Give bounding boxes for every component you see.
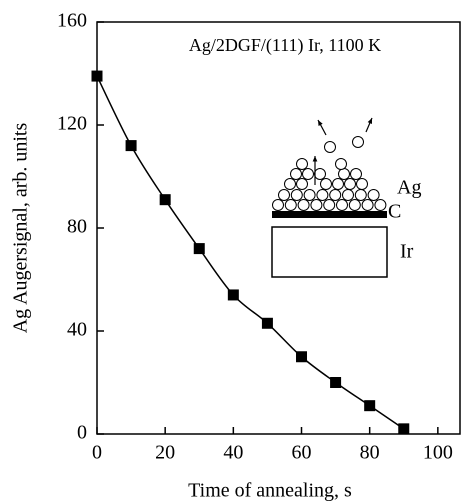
y-tick-label: 40: [67, 319, 87, 341]
atom: [348, 199, 361, 211]
x-tick-label: 40: [223, 442, 243, 464]
atom: [296, 178, 308, 190]
atom: [367, 189, 380, 201]
data-point: [296, 351, 308, 363]
atom: [374, 199, 387, 211]
atom: [303, 189, 316, 201]
atom: [344, 178, 356, 190]
inset-label: Ir: [400, 241, 414, 263]
data-point: [159, 194, 171, 206]
atom: [352, 136, 364, 148]
x-tick-label: 20: [155, 442, 175, 464]
y-tick-label: 120: [57, 113, 87, 135]
data-point: [91, 70, 103, 82]
x-axis-label: Time of annealing, s: [188, 480, 352, 502]
atom: [290, 189, 303, 201]
atom: [278, 189, 290, 201]
atom: [329, 189, 342, 201]
atom: [356, 178, 368, 190]
atom: [324, 141, 336, 153]
atom: [342, 189, 354, 201]
atom: [323, 199, 336, 211]
x-tick-label: 0: [92, 442, 102, 464]
fit-line: [96, 75, 405, 430]
atom: [290, 168, 302, 180]
substrate: [271, 226, 388, 278]
atom: [296, 158, 308, 170]
atom: [297, 199, 310, 211]
inset-label: C: [388, 201, 401, 223]
atom: [272, 199, 284, 211]
y-tick-label: 0: [77, 422, 87, 444]
data-point: [193, 243, 205, 255]
carbon-layer: [272, 211, 387, 218]
data-point: [125, 140, 137, 152]
y-tick-label: 80: [67, 216, 87, 238]
y-axis-label: Ag Augersignal, arb. units: [10, 123, 32, 334]
atom: [335, 158, 347, 170]
arrow-head: [312, 156, 318, 162]
y-tick-label: 160: [57, 10, 87, 32]
x-tick-label: 80: [360, 442, 380, 464]
data-point: [330, 377, 342, 388]
atom: [350, 168, 362, 180]
atom: [302, 168, 314, 180]
arrow-head: [318, 120, 323, 126]
inset-label: Ag: [397, 177, 421, 199]
data-point: [261, 317, 273, 329]
atom: [336, 199, 348, 211]
data-point: [364, 400, 376, 412]
atom: [310, 199, 323, 211]
data-point: [227, 289, 239, 301]
x-tick-label: 100: [423, 442, 453, 464]
atom: [361, 199, 374, 211]
atom: [284, 178, 296, 190]
chart-title: Ag/2DGF/(111) Ir, 1100 K: [189, 35, 381, 56]
inset-diagram: Ag C Ir: [271, 117, 421, 278]
atom: [332, 178, 344, 190]
x-tick-label: 60: [292, 442, 312, 464]
atom: [284, 199, 297, 211]
atom: [320, 178, 332, 190]
arrow-head: [367, 118, 372, 124]
atom: [338, 168, 350, 180]
atom: [354, 189, 367, 201]
atom: [314, 168, 326, 180]
data-point: [398, 423, 410, 435]
atom: [316, 189, 329, 201]
